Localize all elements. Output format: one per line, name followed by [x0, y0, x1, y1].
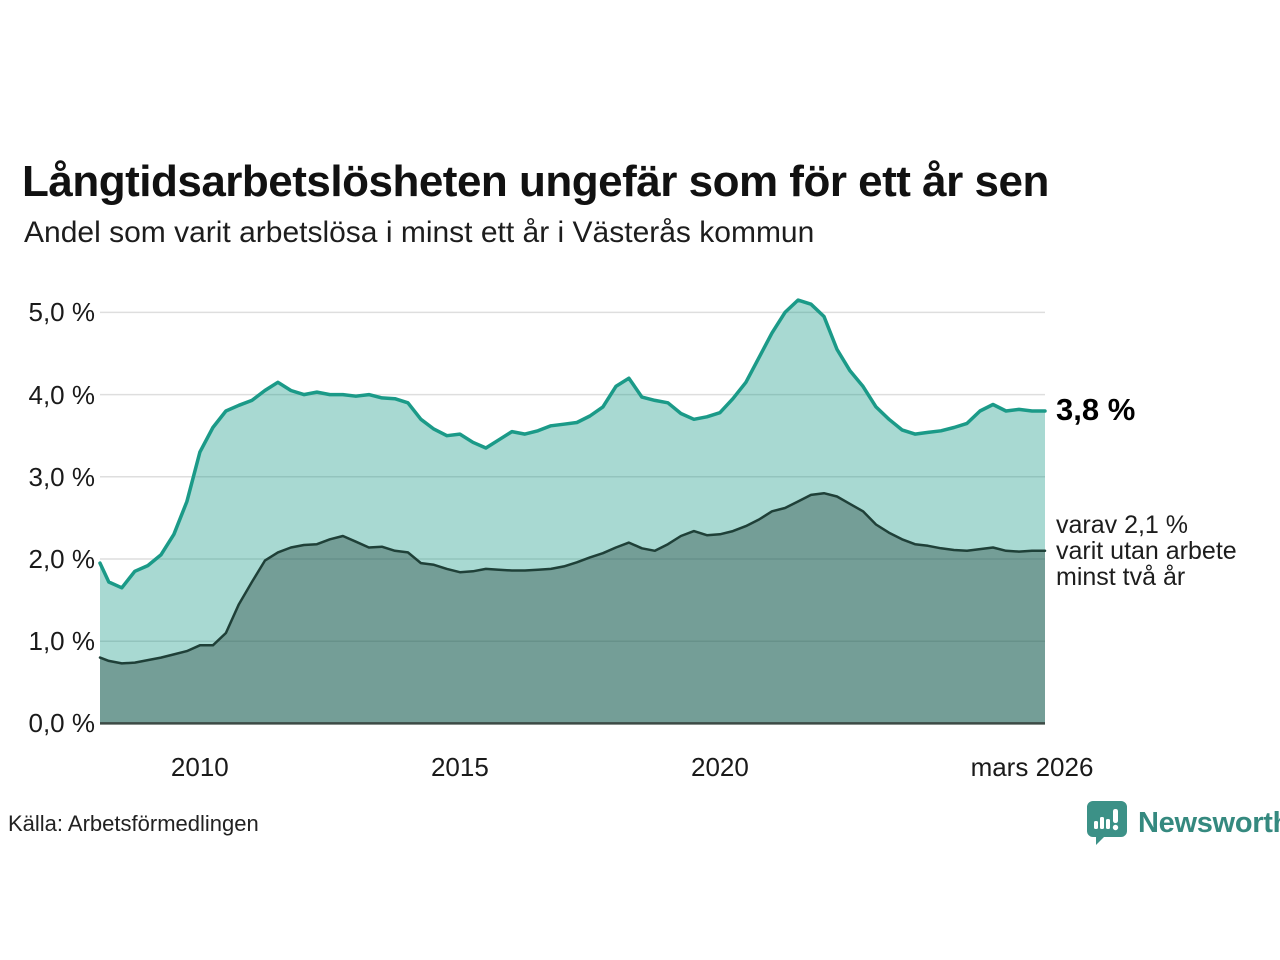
series-area-2 — [100, 493, 1045, 724]
y-tick-label: 1,0 % — [28, 626, 96, 657]
y-tick-label: 4,0 % — [28, 379, 96, 410]
y-tick-label: 0,0 % — [28, 708, 96, 739]
end-detail-label: varav 2,1 % varit utan arbete minst två … — [1056, 510, 1237, 591]
brand-name: Newsworthy — [1138, 806, 1280, 839]
end-value-label: 3,8 % — [1056, 392, 1136, 428]
newsworthy-icon — [1087, 801, 1127, 845]
series-line-2 — [98, 491, 1047, 665]
x-tick-label: 2020 — [691, 752, 749, 782]
y-tick-label: 2,0 % — [28, 544, 96, 574]
newsworthy-logo: Newsworthy — [1086, 800, 1280, 846]
series-line-1 — [98, 298, 1047, 590]
x-tick-label: 2010 — [170, 752, 229, 782]
y-tick-label: 3,0 % — [28, 461, 96, 492]
series-area-1 — [100, 300, 1045, 724]
page-title: Långtidsarbetslösheten ungefär som för e… — [22, 157, 1049, 207]
x-tick-label: mars 2026 — [970, 752, 1094, 782]
y-tick-label: 5,0 % — [28, 297, 96, 328]
x-tick-label: 2015 — [430, 752, 489, 782]
source-label: Källa: Arbetsförmedlingen — [8, 811, 259, 836]
page-subtitle: Andel som varit arbetslösa i minst ett å… — [24, 216, 815, 249]
